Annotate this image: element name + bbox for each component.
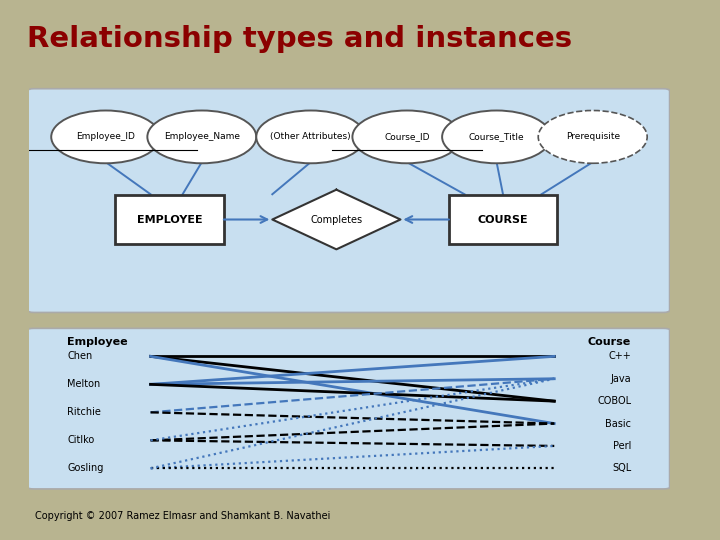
Text: Basic: Basic [605, 418, 631, 429]
Text: Employee_Name: Employee_Name [164, 132, 240, 141]
Text: C++: C++ [608, 352, 631, 361]
FancyBboxPatch shape [27, 328, 670, 489]
Text: Course_ID: Course_ID [384, 132, 430, 141]
Text: Copyright © 2007 Ramez Elmasr and Shamkant B. Navathei: Copyright © 2007 Ramez Elmasr and Shamka… [35, 511, 330, 521]
Text: (Other Attributes): (Other Attributes) [271, 132, 351, 141]
Text: COURSE: COURSE [477, 214, 528, 225]
Text: Course: Course [588, 336, 631, 347]
Text: Relationship types and instances: Relationship types and instances [27, 25, 572, 53]
Ellipse shape [51, 111, 160, 163]
Text: SQL: SQL [612, 463, 631, 474]
Text: Java: Java [611, 374, 631, 384]
Text: Course_Title: Course_Title [469, 132, 524, 141]
Text: Employee_ID: Employee_ID [76, 132, 135, 141]
Text: Gosling: Gosling [67, 463, 104, 474]
Text: EMPLOYEE: EMPLOYEE [137, 214, 202, 225]
FancyBboxPatch shape [115, 195, 224, 244]
Text: Citlko: Citlko [67, 435, 94, 445]
Ellipse shape [539, 111, 647, 163]
Polygon shape [272, 190, 400, 249]
Text: Completes: Completes [310, 214, 362, 225]
Ellipse shape [256, 111, 365, 163]
Text: Perl: Perl [613, 441, 631, 451]
Text: Melton: Melton [67, 379, 101, 389]
Ellipse shape [148, 111, 256, 163]
FancyBboxPatch shape [449, 195, 557, 244]
FancyBboxPatch shape [27, 89, 670, 313]
Text: Ritchie: Ritchie [67, 407, 101, 417]
Text: COBOL: COBOL [597, 396, 631, 406]
Ellipse shape [352, 111, 462, 163]
Ellipse shape [442, 111, 551, 163]
Text: Prerequisite: Prerequisite [566, 132, 620, 141]
Text: Chen: Chen [67, 352, 92, 361]
Text: Employee: Employee [67, 336, 128, 347]
